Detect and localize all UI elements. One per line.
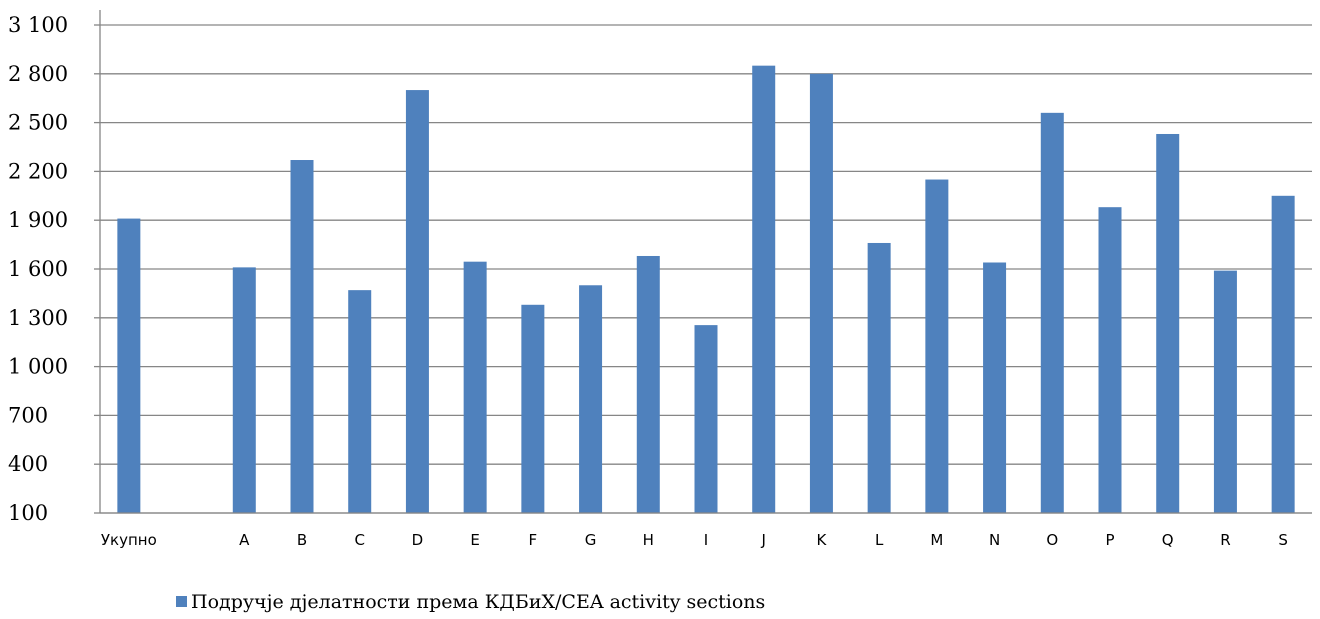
bar — [867, 242, 891, 513]
y-tick-label: 700 — [8, 403, 48, 427]
x-tick-label: S — [1278, 531, 1288, 549]
bar — [1271, 195, 1295, 514]
bar — [290, 160, 314, 513]
x-tick-label: J — [760, 531, 765, 549]
y-tick-label: 1 000 — [8, 355, 68, 379]
x-tick-label: N — [989, 531, 1000, 549]
x-tick-label: O — [1046, 531, 1058, 549]
bar — [117, 218, 141, 513]
bar — [1098, 207, 1122, 514]
y-axis: 100 400 700 1 000 1 300 1 600 1 900 2 200 2 500 2… — [8, 10, 101, 525]
bar — [348, 290, 372, 513]
bar — [405, 90, 429, 514]
legend-label: Подручје дјелатности према КДБиХ/CEA act… — [191, 591, 765, 613]
x-tick-label: B — [297, 531, 307, 549]
x-tick-label: D — [412, 531, 424, 549]
y-tick-label: 400 — [8, 452, 48, 476]
bar — [983, 262, 1007, 513]
y-tick-label: 1 300 — [8, 306, 68, 330]
bar — [1040, 112, 1064, 513]
bar — [752, 65, 776, 514]
x-tick-label: R — [1220, 531, 1230, 549]
x-tick-label: K — [817, 531, 828, 549]
x-tick-label: M — [930, 531, 943, 549]
x-tick-label: P — [1105, 531, 1114, 549]
y-tick-label: 2 200 — [8, 159, 68, 183]
x-tick-label: F — [529, 531, 538, 549]
x-tick-label: Q — [1162, 531, 1174, 549]
legend-swatch — [176, 596, 187, 607]
x-tick-label: A — [239, 531, 250, 549]
bar — [694, 325, 718, 513]
bar — [636, 255, 660, 513]
y-tick-label: 1 900 — [8, 208, 68, 232]
x-tick-label: Укупно — [101, 531, 157, 549]
y-tick-label: 3 100 — [8, 13, 68, 37]
y-tick-label: 1 600 — [8, 257, 68, 281]
x-tick-label: L — [875, 531, 884, 549]
bar — [1213, 270, 1237, 513]
bar — [232, 267, 256, 513]
x-tick-label: I — [704, 531, 708, 549]
bar — [579, 285, 603, 513]
x-tick-label: H — [643, 531, 654, 549]
x-tick-label: G — [585, 531, 597, 549]
bar — [521, 304, 545, 513]
legend: Подручје дјелатности према КДБиХ/CEA act… — [176, 591, 765, 613]
y-tick-label: 2 800 — [8, 62, 68, 86]
bar — [463, 261, 487, 513]
x-tick-label: C — [354, 531, 364, 549]
y-tick-label: 2 500 — [8, 111, 68, 135]
bar — [1156, 133, 1180, 513]
x-axis: Укупно A B C D E F G H I J K L M N O P Q R S — [100, 512, 1312, 549]
bar — [925, 179, 949, 514]
x-tick-label: E — [470, 531, 479, 549]
y-tick-label: 100 — [8, 501, 48, 525]
bars — [117, 65, 1295, 514]
bar — [809, 73, 833, 514]
